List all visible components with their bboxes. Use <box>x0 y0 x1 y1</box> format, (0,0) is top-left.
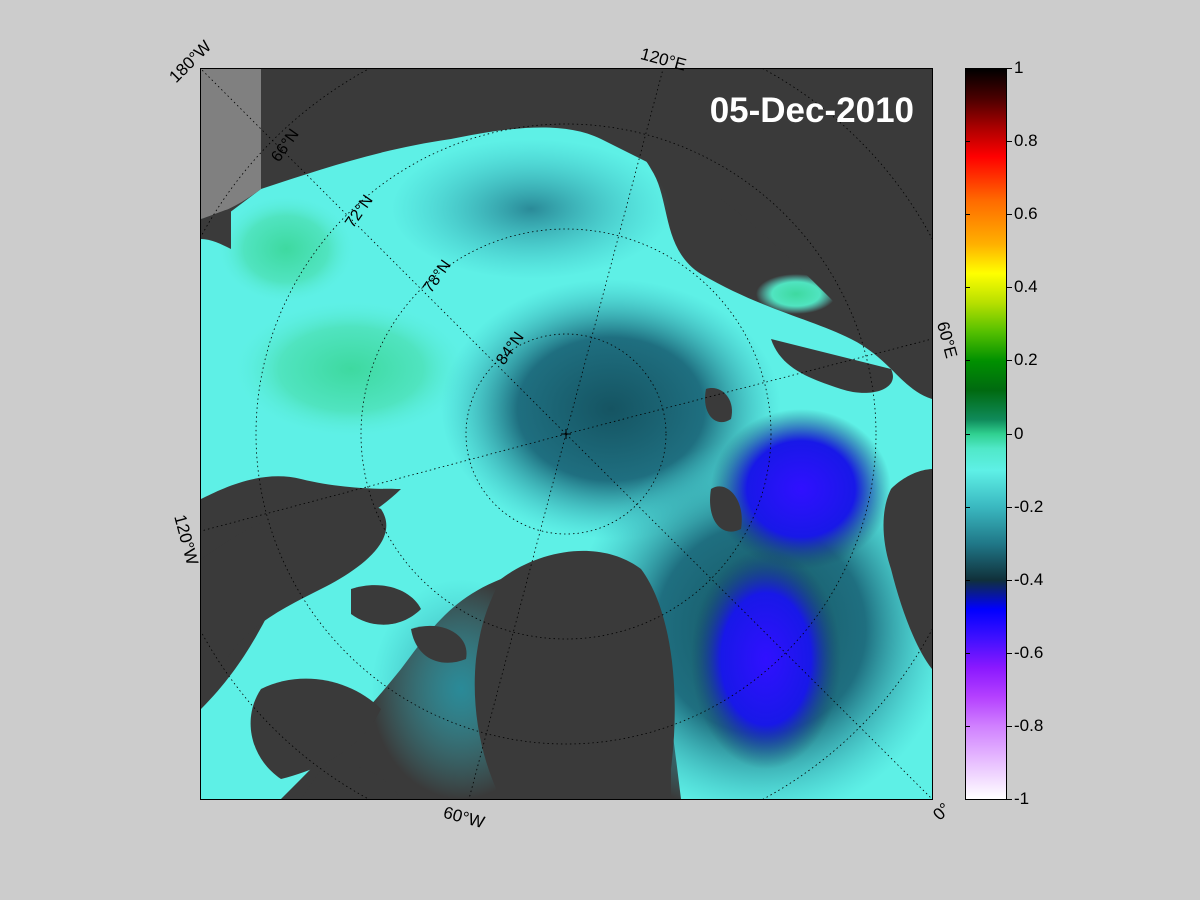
colorbar-tick-label: -0.8 <box>1014 715 1044 735</box>
colorbar-tick-mark-inner <box>965 579 970 581</box>
colorbar-tick-mark-inner <box>965 799 970 800</box>
colorbar-tick-label: -0.4 <box>1014 569 1044 589</box>
anomaly-zone-teal-1 <box>391 139 671 279</box>
pole-marker <box>561 429 571 439</box>
colorbar-tick-mark <box>1007 360 1012 362</box>
lon-label-120w: 120°W <box>170 512 202 568</box>
map-canvas <box>201 69 932 799</box>
colorbar-tick-mark <box>1007 799 1012 800</box>
colorbar-tick-mark <box>1007 725 1012 727</box>
graticule <box>201 69 932 799</box>
colorbar-tick-label: 0.6 <box>1014 204 1038 224</box>
colorbar-tick-label: -1 <box>1014 789 1030 808</box>
colorbar-tick-mark-inner <box>965 287 970 289</box>
colorbar-tick-label: -0.6 <box>1014 642 1044 662</box>
colorbar-tick-mark-inner <box>965 506 970 508</box>
colorbar-tick-mark-inner <box>965 214 970 216</box>
colorbar-tick-mark-inner <box>965 68 970 69</box>
anomaly-zone-blue-2 <box>691 549 841 769</box>
lon-label-60e: 60°E <box>933 319 961 361</box>
colorbar-tick-label: 0 <box>1014 423 1024 443</box>
colorbar <box>965 68 1007 800</box>
colorbar-tick-label: 0.8 <box>1014 131 1038 151</box>
colorbar-tick-mark-inner <box>965 725 970 727</box>
colorbar-tick-mark <box>1007 433 1012 435</box>
colorbar-tick-mark <box>1007 214 1012 216</box>
colorbar-tick-label: 0.2 <box>1014 350 1038 370</box>
colorbar-tick-mark-inner <box>965 652 970 654</box>
anomaly-zone-green-2 <box>216 194 356 304</box>
colorbar-tick-mark <box>1007 652 1012 654</box>
colorbar-tick-mark <box>1007 287 1012 289</box>
date-stamp: 05-Dec-2010 <box>709 91 914 130</box>
lon-label-60w: 60°W <box>441 802 487 833</box>
colorbar-tick-label: -0.2 <box>1014 496 1044 516</box>
colorbar-tick-mark <box>1007 579 1012 581</box>
colorbar-tick-mark-inner <box>965 141 970 143</box>
lon-label-0: 0° <box>929 799 955 825</box>
polar-map: 05-Dec-2010 <box>200 68 933 800</box>
colorbar-tick-mark <box>1007 506 1012 508</box>
colorbar-tick-label: 1 <box>1014 58 1024 77</box>
colorbar-tick-label: 0.4 <box>1014 277 1038 297</box>
colorbar-tick-mark-inner <box>965 360 970 362</box>
colorbar-tick-mark-inner <box>965 433 970 435</box>
colorbar-tick-mark <box>1007 141 1012 143</box>
anomaly-zone-green-1 <box>231 299 471 439</box>
colorbar-tick-mark <box>1007 68 1012 69</box>
anomaly-zone-blue-1 <box>711 409 891 569</box>
landmasses <box>201 69 932 799</box>
